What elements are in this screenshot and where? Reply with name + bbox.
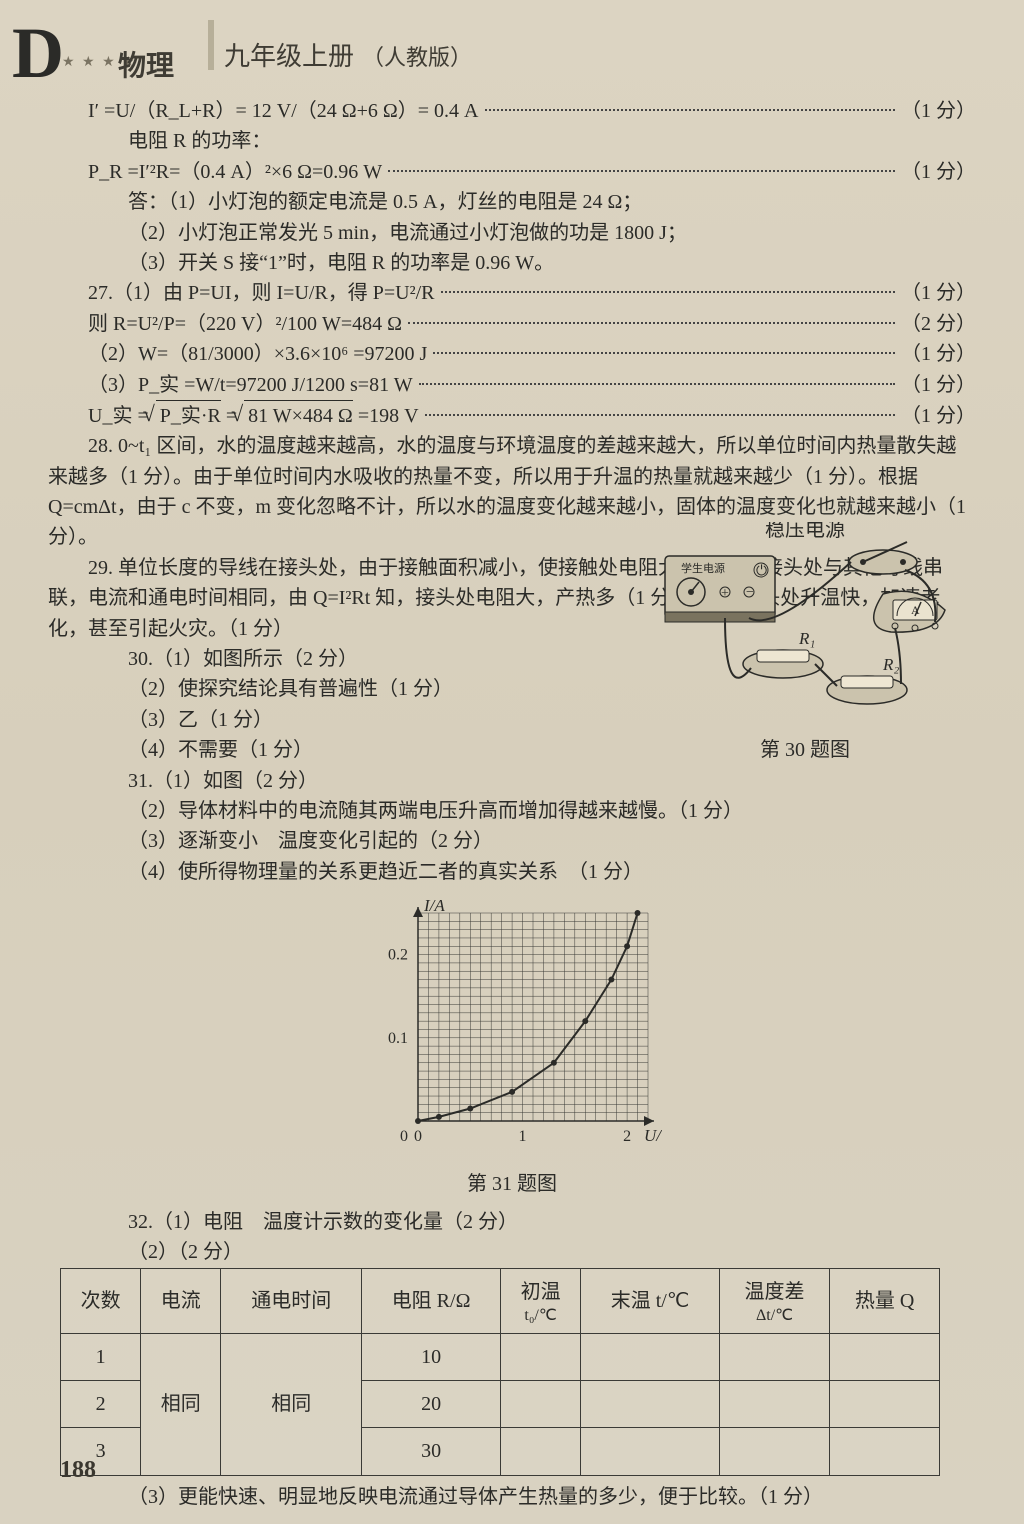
th-current: 电流 [141,1268,221,1333]
svg-text:0: 0 [400,1128,408,1145]
svg-text:学生电源: 学生电源 [681,561,725,575]
sol-line: I′ =U/（R_L+R）= 12 V/（24 Ω+6 Ω）= 0.4 A （1… [48,96,976,126]
svg-text:R₂: R₂ [882,655,899,674]
q32-line: 32.（1）电阻 温度计示数的变化量（2 分） [48,1207,976,1237]
grade-label: 九年级上册 [224,36,354,73]
th-q: 热量 Q [830,1268,940,1333]
sol-line: （2）小灯泡正常发光 5 min，电流通过小灯泡做的功是 1800 J； [48,218,976,248]
svg-text:稳压电源: 稳压电源 [765,522,845,541]
svg-text:U/V: U/V [644,1126,662,1145]
svg-text:1: 1 [519,1128,527,1145]
q31-line: （3）逐渐变小 温度变化引起的（2 分） [48,826,976,856]
svg-text:0: 0 [414,1128,422,1145]
table-header-row: 次数 电流 通电时间 电阻 R/Ω 初温 t₀/℃ 末温 t/℃ 温度差 Δt/… [61,1268,940,1333]
circuit-figure: 稳压电源学生电源 + −⏻ A R₁ R₂ 第 30 题图 [650,522,960,762]
table-row: 1 相同 相同 10 [61,1333,940,1380]
svg-text:2: 2 [623,1128,631,1145]
cell-time-merged: 相同 [221,1333,362,1475]
version-label: （人教版） [362,40,472,72]
th-time: 通电时间 [221,1268,362,1333]
svg-text:+: + [721,586,729,601]
chart-caption: 第 31 题图 [352,1169,672,1199]
chart-svg: 0 1 2 0.1 0.2 0 U/V I/A [362,895,662,1155]
data-table: 次数 电流 通电时间 电阻 R/Ω 初温 t₀/℃ 末温 t/℃ 温度差 Δt/… [60,1268,940,1476]
circuit-svg: 稳压电源学生电源 + −⏻ A R₁ R₂ [655,522,955,722]
svg-text:−: − [746,585,754,600]
sol-line: P_R =I′²R=（0.4 A）²×6 Ω=0.96 W （1 分） [48,157,976,187]
subject-label: 物理 [118,44,174,84]
th-dt: 温度差 Δt/℃ [719,1268,829,1333]
cell-current-merged: 相同 [141,1333,221,1475]
sol-line: 答：（1）小灯泡的额定电流是 0.5 A，灯丝的电阻是 24 Ω； [48,187,976,217]
main-content: I′ =U/（R_L+R）= 12 V/（24 Ω+6 Ω）= 0.4 A （1… [48,96,976,1512]
sol-line: （3）开关 S 接“1”时，电阻 R 的功率是 0.96 W。 [48,248,976,278]
header-divider [208,20,214,70]
q32-line: （3）更能快速、明显地反映电流通过导体产生热量的多少，便于比较。（1 分） [48,1482,976,1512]
th-num: 次数 [61,1268,141,1333]
sol-line: 则 R=U²/P=（220 V）²/100 W=484 Ω （2 分） [48,309,976,339]
sol-line: （3）P_实 =W/t=97200 J/1200 s=81 W （1 分） [48,370,976,400]
page-header: D ★ ★ ★ ★ 物理 九年级上册 （人教版） [48,20,976,84]
q31-line: 31.（1）如图（2 分） [48,766,976,796]
sol-line: 电阻 R 的功率： [48,126,976,156]
q31-line: （4）使所得物理量的关系更趋近二者的真实关系 （1 分） [48,857,976,887]
chart-q31: 0 1 2 0.1 0.2 0 U/V I/A 第 31 题图 [352,895,672,1199]
q32-line: （2）（2 分） [48,1237,976,1267]
sol-line: 27.（1）由 P=UI，则 I=U/R，得 P=U²/R （1 分） [48,278,976,308]
logo-d: D [12,12,60,95]
th-t0: 初温 t₀/℃ [501,1268,581,1333]
leader-dots [485,109,896,111]
th-t: 末温 t/℃ [581,1268,720,1333]
circuit-caption: 第 30 题图 [650,733,960,762]
sqrt-icon: 81 W×484 Ω [244,400,353,431]
sqrt-icon: P_实·R [156,400,221,431]
sol-line: U_实 = P_实·R = 81 W×484 Ω =198 V （1 分） [48,400,976,431]
sol-line: （2）W=（81/3000）×3.6×10⁶ =97200 J （1 分） [48,339,976,369]
svg-text:⏻: ⏻ [756,563,767,579]
page-number: 188 [60,1457,96,1484]
svg-text:0.2: 0.2 [388,947,408,964]
svg-text:R₁: R₁ [798,629,815,648]
svg-text:A: A [911,603,920,617]
svg-text:I/A: I/A [423,896,445,915]
svg-text:0.1: 0.1 [388,1030,408,1047]
q31-line: （2）导体材料中的电流随其两端电压升高而增加得越来越慢。（1 分） [48,796,976,826]
th-resistance: 电阻 R/Ω [362,1268,501,1333]
